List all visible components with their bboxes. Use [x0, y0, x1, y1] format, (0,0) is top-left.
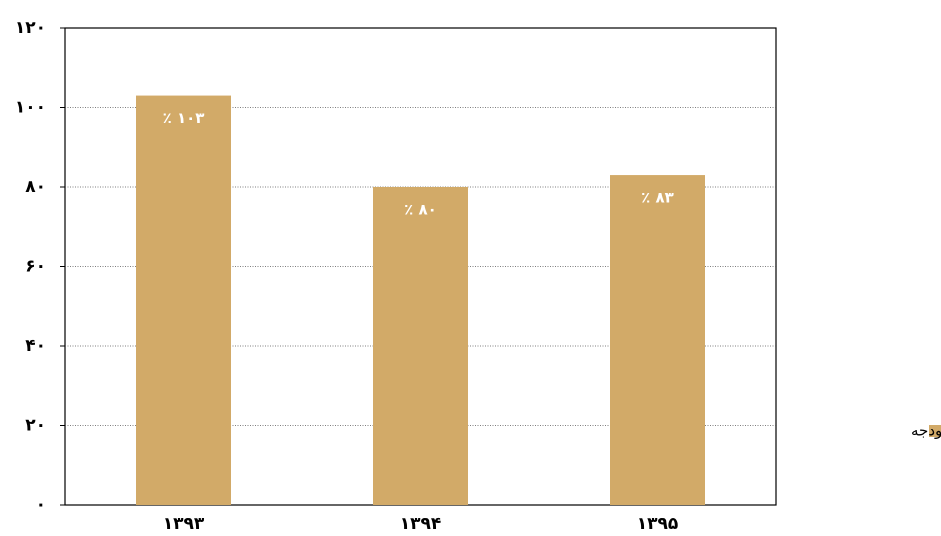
value-label: ٪ ۸۳ [641, 189, 674, 207]
y-tick-label: ۱۰۰ [15, 98, 46, 118]
x-tick-label: ۱۳۹۳ [163, 514, 205, 534]
bar [136, 95, 231, 505]
x-tick-label: ۱۳۹۵ [637, 514, 679, 534]
y-tick-label: ۱۲۰ [15, 18, 46, 38]
value-label: ٪ ۱۰۳ [163, 109, 205, 127]
bar [610, 175, 705, 505]
x-tick-label: ۱۳۹۴ [400, 514, 442, 534]
y-tick-label: ۶۰ [25, 257, 46, 277]
value-label: ٪ ۸۰ [404, 201, 437, 219]
legend-swatch [929, 425, 941, 437]
bar [373, 187, 468, 505]
legend-label: کسری بودجه [911, 422, 941, 440]
y-tick-label: ۸۰ [25, 177, 46, 197]
y-tick-label: ۴۰ [25, 336, 46, 356]
y-tick-label: ۲۰ [25, 416, 46, 436]
y-tick-label: ۰ [36, 495, 46, 515]
